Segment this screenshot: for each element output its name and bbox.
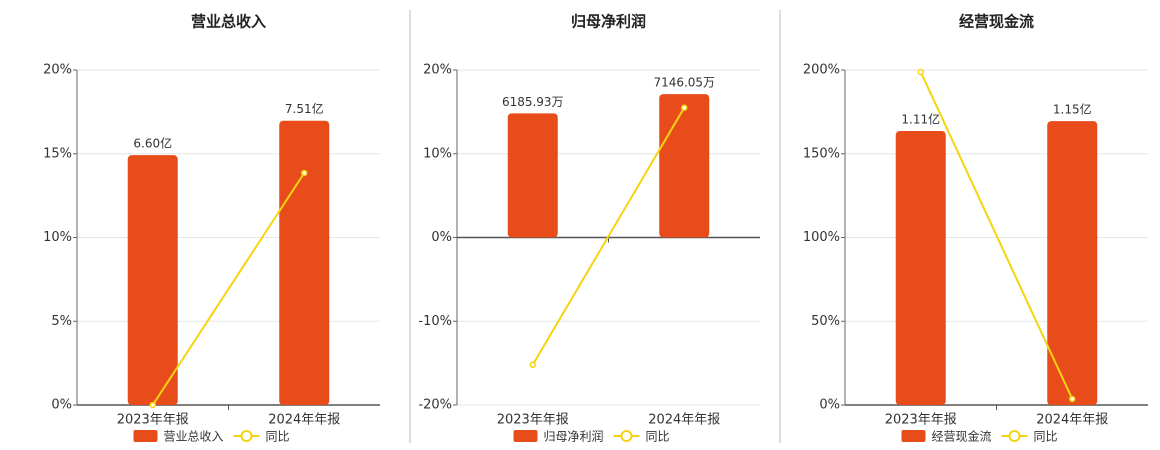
- y-tick-label: 10%: [43, 230, 72, 245]
- y-tick-label: 0%: [51, 398, 72, 413]
- x-tick-label: 2023年年报: [885, 413, 957, 428]
- bar: [507, 113, 558, 238]
- point: [529, 361, 536, 369]
- y-tick-label: 100%: [803, 230, 840, 245]
- legend-label: 经营现金流: [932, 429, 992, 444]
- bar: [127, 155, 178, 405]
- y-tick-label: 15%: [43, 146, 72, 161]
- chart-title: 归母净利润: [571, 13, 646, 31]
- value-label: 7.51亿: [285, 101, 324, 116]
- y-tick-label: 20%: [423, 63, 452, 78]
- x-tick-label: 2024年年报: [648, 413, 720, 428]
- bar: [279, 120, 330, 405]
- line: [919, 71, 1074, 400]
- y-tick-label: 200%: [803, 63, 840, 78]
- x-tick-label: 2023年年报: [117, 413, 189, 428]
- legend-label: 同比: [1034, 430, 1058, 444]
- legend-swatch: [133, 430, 158, 442]
- legend-swatch: [513, 430, 538, 442]
- bar: [659, 94, 710, 238]
- y-tick-label: -10%: [418, 314, 452, 329]
- x-tick-label: 2023年年报: [497, 413, 569, 428]
- y-tick-label: 20%: [43, 63, 72, 78]
- chart-title: 经营现金流: [959, 13, 1034, 31]
- legend-marker: [1008, 430, 1021, 442]
- line: [151, 172, 306, 406]
- y-tick-label: 50%: [811, 314, 840, 329]
- legend-label: 同比: [646, 430, 670, 444]
- y-tick-label: 150%: [803, 146, 840, 161]
- value-label: 1.11亿: [901, 111, 940, 126]
- legend-label: 营业总收入: [164, 430, 224, 444]
- bar: [1047, 121, 1098, 406]
- bar: [895, 130, 946, 405]
- y-tick-label: 0%: [819, 398, 840, 413]
- x-tick-label: 2024年年报: [1036, 413, 1108, 428]
- y-tick-label: 5%: [51, 314, 72, 329]
- point: [917, 68, 924, 76]
- legend-label: 同比: [266, 430, 290, 444]
- value-label: 7146.05万: [653, 76, 715, 90]
- value-label: 6185.93万: [502, 95, 564, 109]
- y-tick-label: 10%: [423, 146, 452, 161]
- value-label: 1.15亿: [1053, 102, 1092, 117]
- legend-marker: [620, 430, 633, 442]
- legend-label: 归母净利润: [544, 430, 604, 444]
- legend-swatch: [901, 430, 926, 442]
- line: [531, 107, 686, 366]
- point: [149, 401, 156, 409]
- y-tick-label: -20%: [418, 398, 452, 413]
- point: [681, 104, 688, 111]
- x-tick-label: 2024年年报: [268, 413, 340, 428]
- legend-marker: [240, 430, 253, 442]
- chart-title: 营业总收入: [191, 13, 266, 31]
- value-label: 6.60亿: [133, 136, 172, 151]
- point: [301, 169, 308, 177]
- point: [1069, 395, 1076, 403]
- y-tick-label: 0%: [431, 230, 452, 245]
